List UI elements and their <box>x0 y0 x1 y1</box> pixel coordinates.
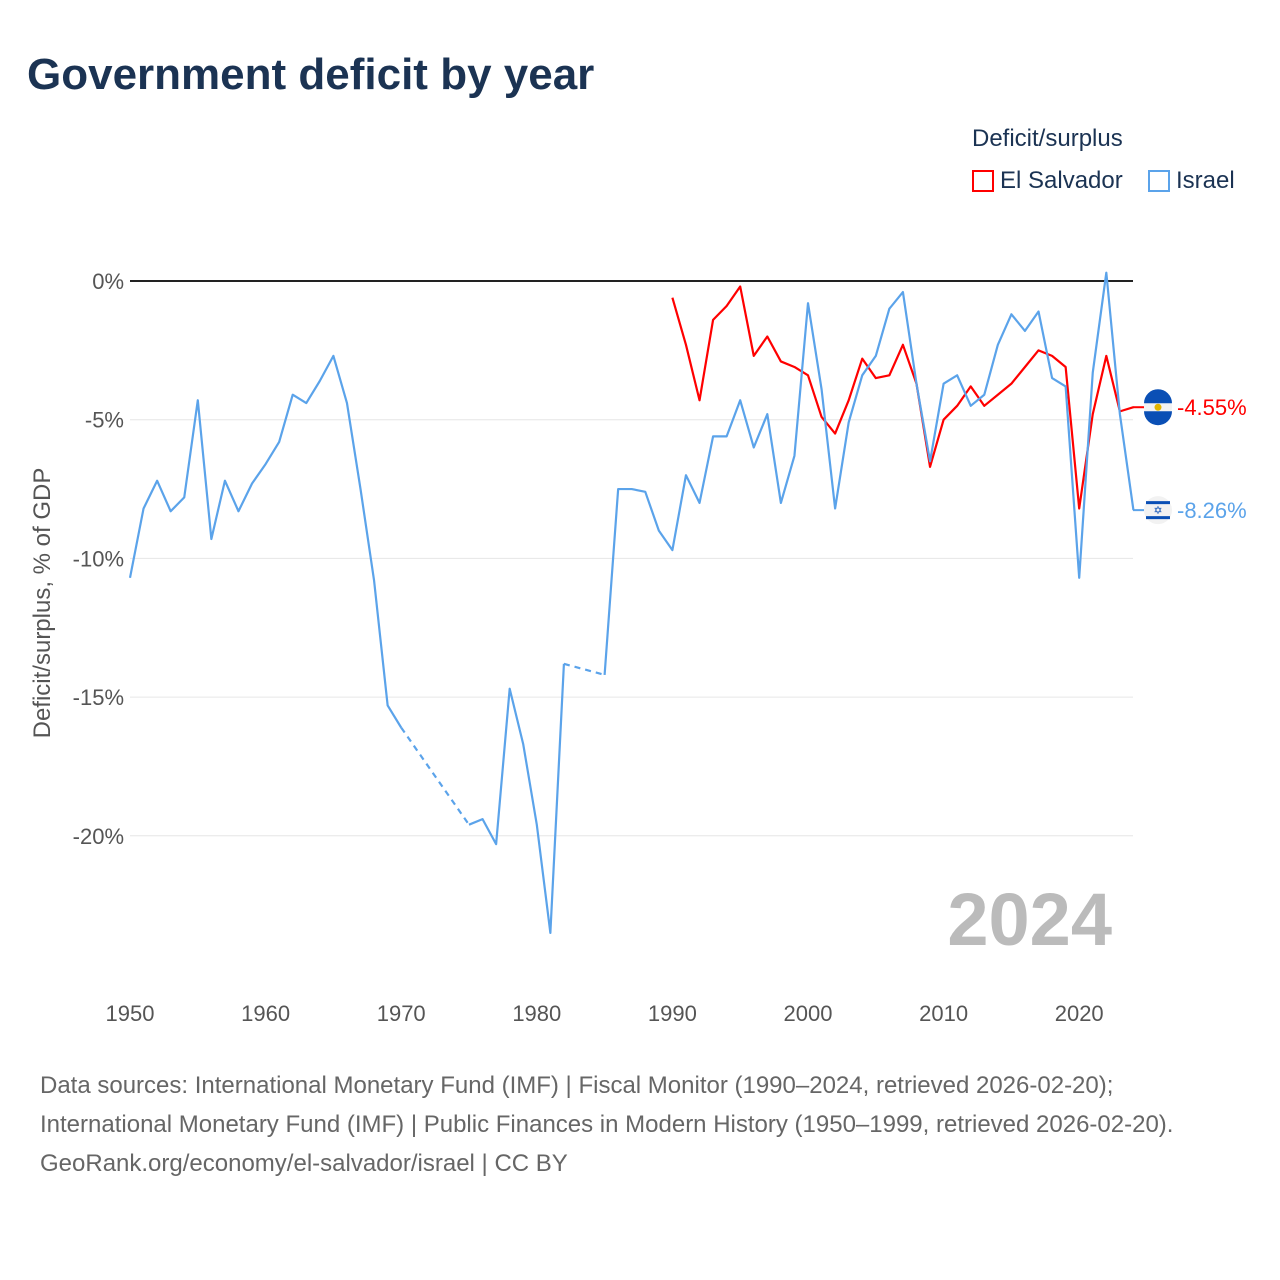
legend-swatch <box>972 170 994 192</box>
legend-label: Israel <box>1176 167 1235 194</box>
gap-line <box>400 726 470 826</box>
credit-link[interactable]: GeoRank.org/economy/el-salvador/israel |… <box>40 1150 568 1177</box>
legend-label: El Salvador <box>1000 167 1123 194</box>
x-tick-label: 1970 <box>377 1001 426 1026</box>
y-tick-label: -10% <box>73 546 124 571</box>
legend-title: Deficit/surplus <box>972 125 1123 152</box>
footer: Data sources: International Monetary Fun… <box>40 1066 1250 1183</box>
series-line-israel <box>603 271 1135 675</box>
series-line-israel <box>128 354 403 729</box>
legend-item-el-salvador[interactable]: El Salvador <box>972 167 1123 195</box>
x-tick-label: 1980 <box>512 1001 561 1026</box>
y-tick-label: -15% <box>73 685 124 710</box>
end-value-label: -8.26% <box>1177 498 1247 523</box>
israel-flag-icon: ✡ <box>1144 496 1172 525</box>
x-tick-label: 1950 <box>106 1001 155 1026</box>
x-tick-label: 1990 <box>648 1001 697 1026</box>
end-value-label: -4.55% <box>1177 395 1247 420</box>
legend-item-israel[interactable]: Israel <box>1148 167 1235 195</box>
y-axis-label: Deficit/surplus, % of GDP <box>29 468 56 739</box>
gap-line <box>563 662 605 676</box>
y-tick-label: -20% <box>73 824 124 849</box>
series-line-el-salvador <box>671 285 1134 510</box>
el-salvador-flag-icon <box>1144 389 1172 426</box>
y-tick-label: 0% <box>92 269 124 294</box>
x-tick-label: 2020 <box>1055 1001 1104 1026</box>
line-chart: 0% -5% -10% -15% -20% 1950 1960 1970 1980 1990 200… <box>29 269 1247 1026</box>
x-tick-label: 1960 <box>241 1001 290 1026</box>
data-sources: Data sources: International Monetary Fun… <box>40 1072 1174 1138</box>
page-title: Government deficit by year <box>27 50 595 99</box>
series-line-israel <box>468 663 566 934</box>
x-tick-label: 2000 <box>784 1001 833 1026</box>
year-label: 2024 <box>947 878 1112 961</box>
legend-swatch <box>1148 170 1170 192</box>
y-tick-label: -5% <box>85 408 124 433</box>
x-tick-label: 2010 <box>919 1001 968 1026</box>
svg-text:✡: ✡ <box>1153 505 1162 517</box>
